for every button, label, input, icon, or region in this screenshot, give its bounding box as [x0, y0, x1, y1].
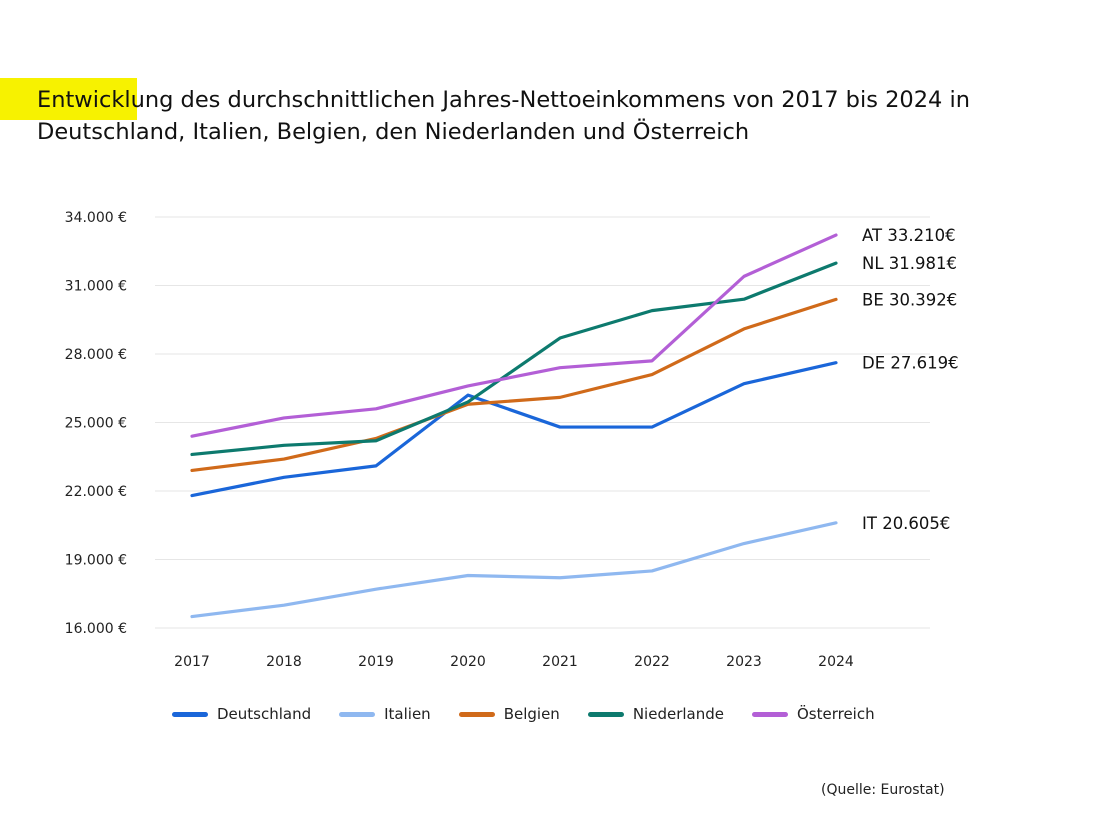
source-note: (Quelle: Eurostat): [821, 782, 945, 798]
title-highlight-marker: [0, 78, 137, 120]
legend-label: Österreich: [796, 705, 875, 723]
legend-item: Deutschland: [172, 705, 311, 723]
legend-item: Österreich: [751, 705, 875, 723]
y-tick-label: 34.000 €: [65, 210, 127, 226]
end-value-label: BE 30.392€: [862, 290, 957, 309]
y-tick-label: 16.000 €: [65, 621, 127, 637]
y-tick-label: 19.000 €: [65, 553, 127, 569]
end-labels: DE 27.619€ IT 20.605€ BE 30.392€ NL 31.981€…: [862, 226, 959, 533]
legend-swatch: [751, 711, 788, 717]
y-tick-label: 25.000 €: [65, 416, 127, 432]
y-tick-label: 31.000 €: [65, 279, 127, 295]
legend-swatch: [587, 711, 624, 717]
end-value-label: AT 33.210€: [862, 226, 956, 245]
legend-item: Niederlande: [587, 705, 724, 723]
chart-title: Entwicklung des durchschnittlichen Jahre…: [37, 87, 970, 145]
series-line-deutschland: [190, 361, 838, 498]
chart-legend: Deutschland Italien Belgien Niederlande Öste…: [172, 705, 903, 723]
legend-swatch: [458, 711, 495, 717]
x-tick-label: 2020: [450, 654, 486, 670]
y-tick-label: 22.000 €: [65, 484, 127, 500]
end-value-label: NL 31.981€: [862, 254, 957, 273]
end-value-label: IT 20.605€: [862, 514, 950, 533]
legend-label: Belgien: [503, 705, 560, 723]
x-tick-label: 2022: [634, 654, 670, 670]
legend-item: Italien: [339, 705, 431, 723]
legend-swatch: [339, 711, 376, 717]
series-line-niederlande: [190, 261, 838, 457]
series-line-italien: [190, 521, 838, 619]
series-line-österreich: [190, 233, 838, 438]
x-tick-label: 2024: [818, 654, 854, 670]
x-tick-label: 2023: [726, 654, 762, 670]
legend-swatch: [172, 711, 208, 717]
legend-item: Belgien: [458, 705, 560, 723]
series-lines: [190, 233, 838, 619]
y-tick-label: 28.000 €: [65, 347, 127, 363]
series-line-belgien: [190, 297, 838, 473]
end-value-label: DE 27.619€: [862, 354, 959, 373]
x-tick-label: 2019: [358, 654, 394, 670]
x-axis-ticks: 2017 2018 2019 2020 2021 2022 2023 2024: [174, 654, 854, 670]
legend-label: Niederlande: [632, 705, 724, 723]
legend-label: Italien: [384, 705, 431, 723]
x-tick-label: 2021: [542, 654, 578, 670]
y-axis-ticks: 16.000 € 19.000 € 22.000 € 25.000 € 28.000 €…: [65, 210, 127, 637]
x-tick-label: 2018: [266, 654, 302, 670]
legend-label: Deutschland: [217, 705, 312, 723]
x-tick-label: 2017: [174, 654, 210, 670]
